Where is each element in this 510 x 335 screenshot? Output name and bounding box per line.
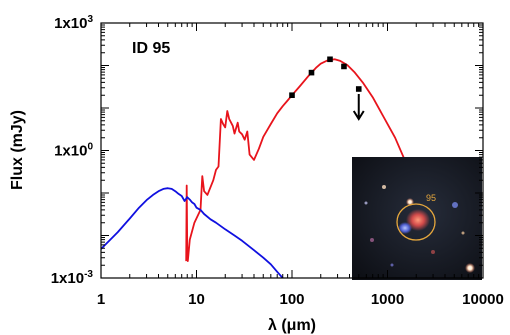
data-point-3 — [327, 56, 333, 63]
y-tick-label: 1x100 — [54, 142, 93, 160]
ticks-layer — [100, 23, 484, 279]
axis-ticks — [100, 23, 484, 279]
series-line-1 — [185, 58, 427, 262]
x-tick-label: 10 — [188, 291, 205, 308]
x-tick-label: 100 — [279, 291, 304, 308]
x-tick-label: 1 — [97, 291, 105, 308]
inset-source-label: 95 — [426, 193, 436, 203]
y-axis-label: Flux (mJy) — [9, 110, 26, 190]
inset-image: 95 — [352, 157, 482, 280]
y-tick-label: 1x10-3 — [51, 269, 94, 287]
points-layer — [289, 56, 365, 121]
object-id-annotation: ID 95 — [132, 40, 170, 57]
x-axis-label: λ (μm) — [268, 317, 316, 334]
upper-limit-arrow — [352, 93, 365, 121]
series-line-2 — [101, 187, 284, 278]
tick-labels-layer: 1 10 100 1000 10000 1x10-3 1x100 1x103 — [51, 14, 504, 308]
source-aperture-circle — [396, 203, 436, 241]
y-tick-label: 1x103 — [54, 14, 93, 32]
x-tick-label: 10000 — [462, 291, 504, 308]
upper-limit-point — [355, 86, 362, 92]
series-layer — [101, 58, 427, 278]
data-point-4 — [341, 63, 347, 70]
data-point-1 — [289, 92, 295, 99]
x-tick-label: 1000 — [371, 291, 404, 308]
data-point-2 — [308, 69, 315, 76]
